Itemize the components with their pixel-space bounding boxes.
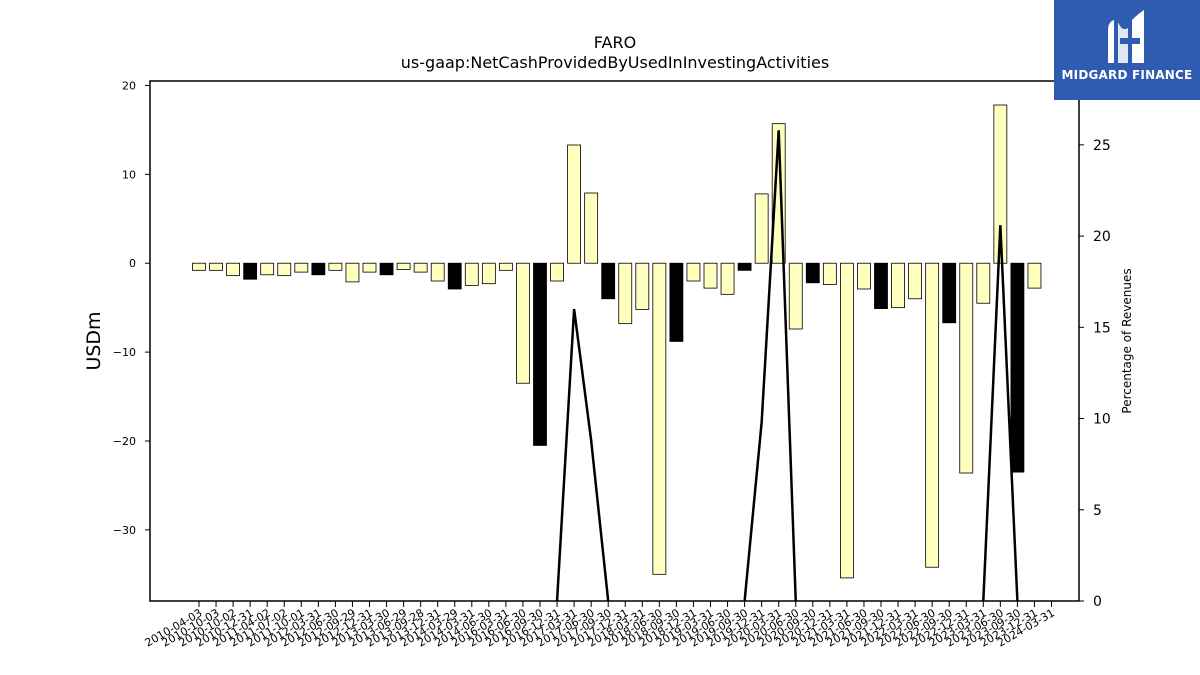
bar (976, 262, 991, 304)
bar (294, 262, 309, 273)
y2-axis-label: Percentage of Revenues (1120, 268, 1134, 413)
chart-subtitle: us-gaap:NetCashProvidedByUsedInInvesting… (401, 53, 829, 72)
y-tick-label: 0 (129, 257, 136, 270)
bar (516, 262, 530, 384)
y2-tick-label: 10 (1093, 412, 1111, 428)
bar (567, 144, 581, 264)
y2-tick-label: 0 (1093, 594, 1102, 610)
bar (686, 262, 701, 282)
line-segment (982, 225, 1019, 601)
bar (277, 262, 292, 277)
y-tick-label: 10 (122, 168, 136, 181)
bar (584, 192, 599, 264)
y-axis-label: USDm (83, 311, 105, 370)
bar (550, 262, 564, 282)
bar (635, 262, 650, 310)
plot-frame (149, 80, 1080, 602)
bar (226, 262, 241, 277)
logo: MIDGARD FINANCE (1054, 0, 1200, 100)
y-tick-label: 20 (122, 79, 136, 92)
bar (430, 262, 445, 282)
x-axis-ticks: 2010-04-032010-10-032010-10-022010-12-31… (143, 601, 1057, 650)
bar (311, 262, 326, 276)
bar-series (192, 104, 1042, 579)
bar (1010, 262, 1025, 473)
y2-tick-label: 15 (1093, 320, 1111, 336)
bar (669, 262, 684, 342)
bar (754, 193, 769, 264)
bar (788, 262, 803, 330)
y-tick-label: −30 (113, 524, 136, 537)
midgard-logo-icon (1108, 10, 1144, 63)
bar (379, 262, 394, 276)
bar (857, 262, 871, 290)
bar (345, 262, 360, 283)
logo-text: MIDGARD FINANCE (1061, 68, 1193, 82)
bar (942, 262, 957, 324)
bar (908, 262, 922, 300)
bar (328, 262, 343, 271)
y-tick-label: −10 (113, 346, 136, 359)
bar (993, 104, 1008, 264)
line-segment (743, 130, 797, 601)
percentage-line (555, 130, 1019, 601)
y2-axis-ticks: 0 5 10 15 20 25 (1079, 138, 1111, 610)
bar (464, 262, 479, 286)
y2-tick-label: 5 (1093, 503, 1102, 519)
bar (720, 262, 735, 295)
bar (618, 262, 633, 325)
bar (498, 262, 513, 271)
bar (840, 262, 854, 579)
bar (925, 262, 940, 568)
chart-title: FARO (594, 33, 636, 52)
bar (260, 262, 275, 276)
bar (243, 262, 258, 280)
bar (413, 262, 428, 273)
bar (652, 262, 667, 575)
line-segment (555, 308, 610, 601)
bar (533, 262, 547, 446)
bar (1027, 262, 1042, 289)
bar (396, 262, 411, 270)
bar (447, 262, 462, 290)
y-axis-ticks: −30 −20 −10 0 10 20 (113, 79, 150, 537)
y-tick-label: −20 (113, 435, 136, 448)
bar (805, 262, 820, 284)
bar (209, 262, 223, 271)
bar (703, 262, 718, 289)
bar (192, 262, 206, 271)
y2-tick-label: 20 (1093, 229, 1111, 245)
bar (874, 262, 888, 309)
bar (481, 262, 496, 285)
bar (959, 262, 974, 474)
bar (737, 262, 752, 271)
bar (891, 262, 905, 309)
bar (822, 262, 837, 285)
bar (601, 262, 616, 300)
bar (362, 262, 377, 273)
y2-tick-label: 25 (1093, 138, 1111, 154)
